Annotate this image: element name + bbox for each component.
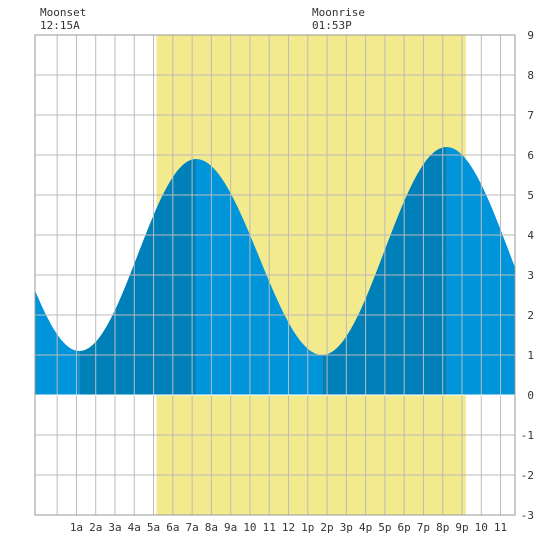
y-tick-label: 9 — [527, 29, 534, 42]
x-tick-label: 8a — [205, 521, 218, 534]
x-tick-label: 7a — [185, 521, 198, 534]
moonset-label: Moonset — [40, 6, 86, 19]
y-tick-label: -1 — [521, 429, 534, 442]
y-tick-label: -2 — [521, 469, 534, 482]
tide-area-rising — [79, 159, 196, 395]
x-tick-label: 9p — [455, 521, 468, 534]
x-tick-label: 2p — [320, 521, 333, 534]
y-tick-label: 3 — [527, 269, 534, 282]
x-tick-label: 3a — [108, 521, 121, 534]
moonset-time: 12:15A — [40, 19, 80, 32]
y-tick-label: 7 — [527, 109, 534, 122]
x-tick-label: 11 — [263, 521, 276, 534]
x-tick-label: 4a — [128, 521, 141, 534]
x-tick-label: 12 — [282, 521, 295, 534]
x-tick-label: 1a — [70, 521, 83, 534]
x-tick-label: 11 — [494, 521, 507, 534]
x-tick-label: 10 — [475, 521, 488, 534]
plot-frame — [34, 34, 516, 516]
x-tick-label: 3p — [340, 521, 353, 534]
y-tick-label: 8 — [527, 69, 534, 82]
x-tick-label: 10 — [243, 521, 256, 534]
x-tick-label: 2a — [89, 521, 102, 534]
x-tick-label: 9a — [224, 521, 237, 534]
x-tick-label: 6a — [166, 521, 179, 534]
y-tick-label: 4 — [527, 229, 534, 242]
y-tick-label: 2 — [527, 309, 534, 322]
x-tick-label: 4p — [359, 521, 372, 534]
x-tick-label: 7p — [417, 521, 430, 534]
x-tick-label: 5p — [378, 521, 391, 534]
x-tick-label: 6p — [398, 521, 411, 534]
moonrise-label: Moonrise — [312, 6, 365, 19]
y-tick-label: 1 — [527, 349, 534, 362]
tide-area-falling — [195, 159, 323, 395]
y-tick-label: 6 — [527, 149, 534, 162]
y-tick-label: -3 — [521, 509, 534, 522]
y-tick-label: 5 — [527, 189, 534, 202]
x-tick-label: 8p — [436, 521, 449, 534]
moonrise-time: 01:53P — [312, 19, 352, 32]
x-tick-label: 1p — [301, 521, 314, 534]
y-tick-label: 0 — [527, 389, 534, 402]
x-tick-label: 5a — [147, 521, 160, 534]
